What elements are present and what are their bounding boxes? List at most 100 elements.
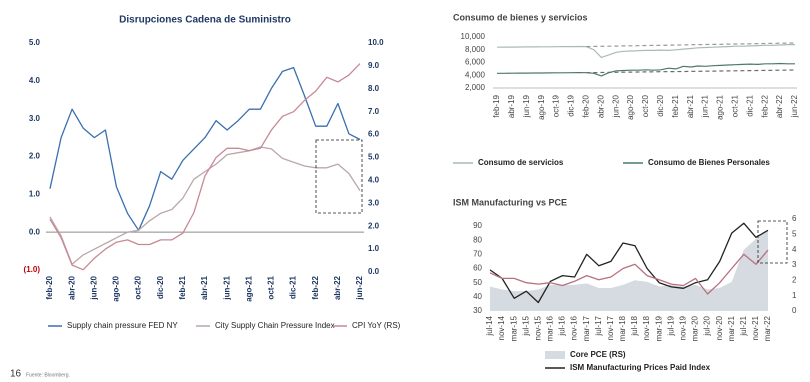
- x-tick-label: mar-15: [509, 315, 518, 341]
- y-tick-label: 0.0: [29, 227, 41, 236]
- line-series: [49, 146, 361, 265]
- x-tick-label: mar-16: [546, 315, 555, 341]
- x-tick-label: nov-16: [570, 315, 579, 340]
- x-tick-label: ago-21: [716, 94, 725, 119]
- x-tick-label: jun-20: [611, 94, 620, 118]
- x-tick-label: abr-22: [333, 275, 342, 300]
- page-number: 16: [10, 369, 22, 380]
- highlight-box: [315, 139, 363, 214]
- x-tick-label: jul-19: [666, 315, 675, 336]
- x-tick-label: jul-17: [594, 315, 603, 336]
- x-tick-label: oct-20: [641, 94, 650, 117]
- y-tick-label: 8.0: [368, 84, 380, 93]
- x-tick-label: mar-20: [691, 315, 700, 341]
- legend-label: CPI YoY (RS): [352, 321, 401, 330]
- y-tick-label: 1: [792, 291, 797, 300]
- x-tick-label: jul-15: [521, 315, 530, 336]
- x-tick-label: dic-20: [156, 275, 165, 299]
- x-tick-label: dic-19: [567, 94, 576, 116]
- y-tick-label: 0: [792, 306, 797, 315]
- x-tick-label: abr-19: [507, 94, 516, 118]
- legend-label: ISM Manufacturing Prices Paid Index: [570, 363, 711, 372]
- x-tick-label: nov-21: [751, 315, 760, 340]
- x-tick-label: dic-21: [745, 94, 754, 116]
- y-tick-label: 10,000: [461, 32, 486, 41]
- x-tick-label: feb-22: [760, 94, 769, 117]
- x-tick-label: abr-21: [200, 275, 209, 300]
- y-tick-label: 4.0: [29, 76, 41, 85]
- y-tick-label: 2.0: [29, 152, 41, 161]
- x-tick-label: jun-21: [701, 94, 710, 118]
- y-tick-label: 4: [792, 245, 797, 254]
- line-series: [489, 222, 769, 304]
- line-series: [489, 249, 769, 295]
- x-tick-label: ago-19: [537, 94, 546, 119]
- y-tick-label: (1.0): [24, 265, 41, 274]
- y-tick-label: 0.0: [368, 267, 380, 276]
- x-tick-label: feb-20: [45, 275, 54, 299]
- y-tick-label: 70: [473, 249, 482, 258]
- x-tick-label: ago-20: [626, 94, 635, 119]
- chart-supply: Disrupciones Cadena de Suministro 5.0 4.0 3…: [24, 15, 401, 330]
- y-tick-label: 30: [473, 306, 482, 315]
- y-tick-label: 5: [792, 229, 797, 238]
- y-tick-label: 1.0: [368, 244, 380, 253]
- legend-label: Consumo de servicios: [478, 158, 564, 167]
- y-tick-label: 3.0: [368, 198, 380, 207]
- y-tick-label: 4.0: [368, 176, 380, 185]
- chart-consumo: Consumo de bienes y servicios 10,000 8,000…: [453, 12, 799, 167]
- y-tick-label: 5.0: [29, 38, 41, 47]
- y-tick-label: 2: [792, 275, 797, 284]
- x-tick-label: feb-21: [178, 275, 187, 299]
- chart-title: ISM Manufacturing vs PCE: [453, 197, 567, 207]
- x-tick-label: mar-17: [582, 315, 591, 341]
- x-tick-label: nov-20: [715, 315, 724, 340]
- x-tick-label: jul-16: [558, 315, 567, 336]
- legend-label: Consumo de Bienes Personales: [648, 158, 770, 167]
- x-tick-label: feb-21: [671, 94, 680, 117]
- legend-label: Supply chain pressure FED NY: [67, 321, 178, 330]
- highlight-box: [757, 220, 788, 264]
- x-tick-label: feb-22: [311, 275, 320, 299]
- x-tick-label: nov-17: [606, 315, 615, 340]
- chart-title: Consumo de bienes y servicios: [453, 12, 588, 22]
- x-tick-label: jul-18: [630, 315, 639, 336]
- x-tick-label: dic-21: [289, 275, 298, 299]
- chart-title: Disrupciones Cadena de Suministro: [119, 15, 291, 26]
- legend-label: City Supply Chain Pressure Index: [215, 321, 335, 330]
- y-tick-label: 80: [473, 235, 482, 244]
- x-tick-label: oct-20: [134, 275, 143, 299]
- line-series: [49, 66, 361, 231]
- x-tick-label: feb-19: [492, 94, 501, 117]
- y-tick-label: 3.0: [29, 114, 41, 123]
- x-tick-label: mar-18: [618, 315, 627, 341]
- y-tick-label: 8,000: [465, 45, 486, 54]
- x-tick-label: abr-20: [67, 275, 76, 300]
- y-tick-label: 90: [473, 221, 482, 230]
- y-tick-label: 10.0: [368, 38, 384, 47]
- x-tick-label: jun-19: [522, 94, 531, 118]
- line-series: [49, 63, 361, 271]
- y-tick-label: 2.0: [368, 221, 380, 230]
- line-series: [496, 44, 795, 58]
- y-tick-label: 60: [473, 264, 482, 273]
- x-tick-label: nov-14: [497, 315, 506, 340]
- x-tick-label: jul-20: [703, 315, 712, 336]
- y-tick-label: 7.0: [368, 107, 380, 116]
- y-tick-label: 9.0: [368, 61, 380, 70]
- y-tick-label: 3: [792, 260, 797, 269]
- x-tick-label: mar-22: [763, 315, 772, 341]
- area-series: [490, 229, 768, 311]
- x-tick-label: feb-20: [582, 94, 591, 117]
- x-tick-label: jun-22: [790, 94, 799, 118]
- y-tick-label: 6.0: [368, 130, 380, 139]
- x-tick-label: abr-20: [596, 94, 605, 118]
- y-tick-label: 1.0: [29, 189, 41, 198]
- y-tick-label: 40: [473, 292, 482, 301]
- x-tick-label: abr-22: [775, 94, 784, 118]
- legend-swatch: [545, 351, 565, 359]
- x-tick-label: nov-18: [642, 315, 651, 340]
- x-tick-label: jun-20: [89, 275, 98, 300]
- x-tick-label: jul-14: [485, 315, 494, 336]
